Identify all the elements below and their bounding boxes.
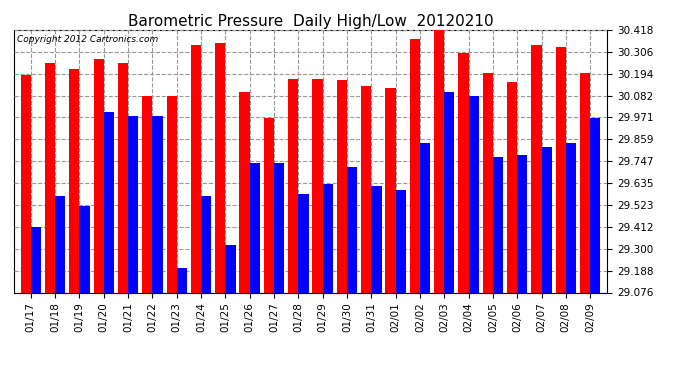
Bar <box>166 96 177 292</box>
Text: Copyright 2012 Cartronics.com: Copyright 2012 Cartronics.com <box>17 35 158 44</box>
Bar <box>55 196 66 292</box>
Bar <box>104 112 114 292</box>
Bar <box>555 47 566 292</box>
Bar <box>434 30 444 292</box>
Bar <box>94 59 104 292</box>
Bar <box>264 118 274 292</box>
Bar <box>69 69 79 292</box>
Bar <box>215 43 226 292</box>
Bar <box>395 190 406 292</box>
Bar <box>493 157 503 292</box>
Bar <box>226 245 235 292</box>
Bar <box>45 63 55 292</box>
Bar <box>371 186 382 292</box>
Bar <box>313 78 323 292</box>
Bar <box>458 53 469 292</box>
Bar <box>201 196 211 292</box>
Bar <box>361 86 371 292</box>
Bar <box>152 116 163 292</box>
Bar <box>118 63 128 292</box>
Bar <box>31 227 41 292</box>
Bar <box>469 96 479 292</box>
Bar <box>444 92 455 292</box>
Bar <box>274 163 284 292</box>
Bar <box>590 118 600 292</box>
Bar <box>177 268 187 292</box>
Bar <box>531 45 542 292</box>
Bar <box>191 45 201 292</box>
Bar <box>337 81 347 292</box>
Bar <box>386 88 395 292</box>
Bar <box>298 194 308 292</box>
Bar <box>288 78 298 292</box>
Bar <box>239 92 250 292</box>
Title: Barometric Pressure  Daily High/Low  20120210: Barometric Pressure Daily High/Low 20120… <box>128 14 493 29</box>
Bar <box>420 143 430 292</box>
Bar <box>142 96 152 292</box>
Bar <box>250 163 260 292</box>
Bar <box>507 82 518 292</box>
Bar <box>323 184 333 292</box>
Bar <box>542 147 552 292</box>
Bar <box>410 39 420 292</box>
Bar <box>566 143 576 292</box>
Bar <box>483 73 493 292</box>
Bar <box>580 73 590 292</box>
Bar <box>128 116 138 292</box>
Bar <box>347 166 357 292</box>
Bar <box>518 155 527 292</box>
Bar <box>21 75 31 292</box>
Bar <box>79 206 90 292</box>
